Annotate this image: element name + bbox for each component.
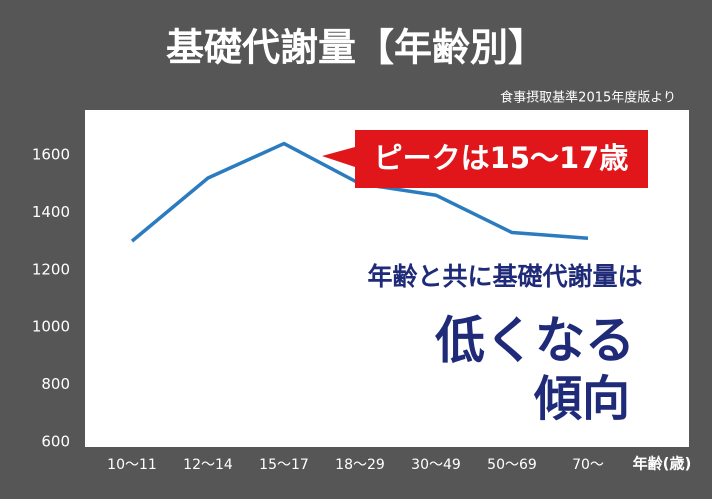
x-tick-label: 70～ — [572, 457, 604, 473]
x-tick-label: 18～29 — [335, 457, 385, 473]
x-tick-label: 15～17 — [259, 457, 309, 473]
y-tick-label: 1600 — [32, 146, 70, 164]
x-tick-label: 12～14 — [183, 457, 233, 473]
subtitle: 食事摂取基準2015年度版より — [500, 90, 676, 106]
y-tick-label: 1400 — [32, 203, 70, 221]
x-axis-label: 年齢(歳) — [633, 455, 692, 473]
x-tick-label: 30～49 — [411, 457, 461, 473]
y-tick-label: 1200 — [32, 260, 70, 278]
y-tick-label: 1000 — [32, 318, 70, 336]
callout-box — [322, 130, 648, 188]
x-tick-label: 50～69 — [487, 457, 537, 473]
y-tick-label: 800 — [41, 375, 70, 393]
annotation: 低くなる — [435, 312, 635, 370]
y-tick-label: 600 — [41, 433, 70, 451]
annotation: 年齢と共に基礎代謝量は — [367, 262, 642, 291]
x-tick-label: 10～11 — [107, 457, 157, 473]
annotation: 傾向 — [533, 371, 630, 427]
chart-title: 基礎代謝量【年齢別】 — [166, 26, 546, 70]
callout-text: ピークは15～17歳 — [374, 141, 629, 175]
